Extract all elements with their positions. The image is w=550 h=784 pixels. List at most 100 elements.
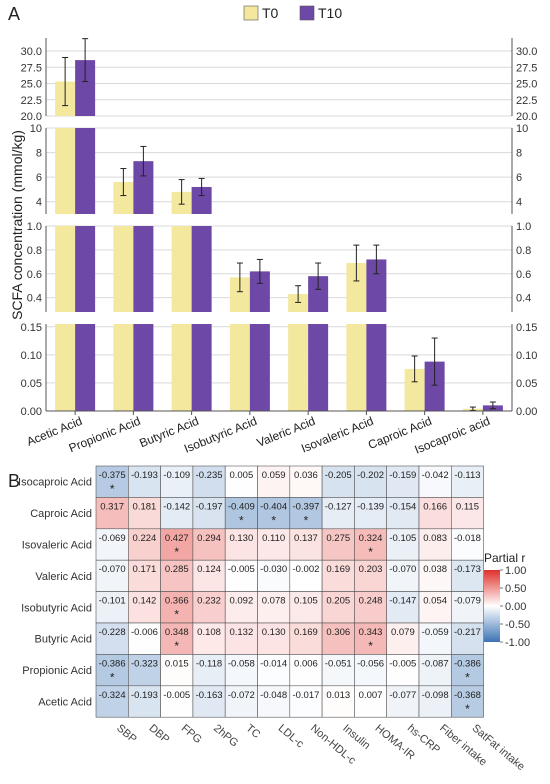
- cell-value-label: 0.005: [229, 470, 253, 481]
- colorbar-tick-label: -1.00: [505, 637, 530, 649]
- heatmap-cell: [257, 559, 291, 592]
- y-tick-label-right: 20.0: [516, 111, 537, 123]
- cell-value-label: 0.110: [262, 533, 285, 544]
- cell-value-label: 0.169: [326, 564, 350, 575]
- heatmap-cell: [450, 654, 484, 687]
- panel-b-label: B: [8, 471, 20, 491]
- cell-value-label: 0.203: [359, 564, 383, 575]
- cell-value-label: 0.343: [359, 627, 383, 638]
- cell-value-label: 0.224: [133, 533, 157, 544]
- row-label: Valeric Acid: [35, 571, 92, 583]
- significance-marker: *: [368, 545, 373, 559]
- bar-t10: [75, 226, 96, 312]
- heatmap-cell: [192, 591, 226, 624]
- bar-t0: [55, 226, 76, 312]
- bar-t0: [229, 324, 250, 411]
- heatmap-cell: [289, 528, 323, 561]
- y-tick-label-right: 22.5: [516, 95, 537, 107]
- y-tick-label-right: 0.6: [516, 269, 531, 281]
- heatmap-cell: [160, 559, 194, 592]
- heatmap-cell: [289, 497, 323, 530]
- cell-value-label: -0.070: [389, 564, 416, 575]
- legend-label-t10: T10: [318, 5, 342, 21]
- heatmap-cell: [224, 685, 258, 718]
- heatmap-cell: [257, 497, 291, 530]
- cell-value-label: 0.124: [197, 564, 221, 575]
- cell-value-label: -0.098: [422, 690, 449, 701]
- significance-marker: *: [174, 608, 179, 622]
- y-tick-label: 1.0: [27, 221, 42, 233]
- cell-value-label: 0.092: [229, 596, 253, 607]
- column-label: LDL-c: [276, 722, 307, 750]
- y-tick-label: 20.0: [21, 111, 42, 123]
- cell-value-label: -0.163: [196, 690, 223, 701]
- bar-t0: [171, 324, 192, 411]
- y-tick-label-right: 0.4: [516, 293, 531, 305]
- cell-value-label: 0.083: [423, 533, 447, 544]
- heatmap-cell: [321, 654, 355, 687]
- heatmap-cell: [257, 465, 291, 498]
- bar-t10: [308, 276, 329, 312]
- y-tick-label-right: 10: [516, 123, 528, 135]
- cell-value-label: 0.171: [133, 564, 157, 575]
- y-tick-label: 0.15: [21, 322, 42, 334]
- cell-value-label: -0.042: [422, 470, 449, 481]
- cell-value-label: -0.048: [260, 690, 287, 701]
- heatmap-cell: [192, 685, 226, 718]
- cell-value-label: 0.275: [326, 533, 350, 544]
- y-tick-label: 25.0: [21, 79, 42, 91]
- cell-value-label: 0.181: [133, 501, 157, 512]
- cell-value-label: 0.285: [165, 564, 189, 575]
- cell-value-label: -0.030: [260, 564, 287, 575]
- colorbar: [484, 570, 500, 642]
- cell-value-label: -0.324: [99, 690, 126, 701]
- cell-value-label: -0.018: [454, 533, 481, 544]
- cell-value-label: 0.248: [359, 596, 383, 607]
- heatmap-cell: [95, 528, 129, 561]
- heatmap-cell: [354, 559, 387, 592]
- cell-value-label: -0.323: [131, 658, 158, 669]
- heatmap-cell: [128, 559, 161, 592]
- cell-value-label: -0.173: [454, 564, 481, 575]
- bar-t10: [75, 324, 96, 411]
- cell-value-label: 0.348: [165, 627, 189, 638]
- y-tick-label-right: 27.5: [516, 62, 537, 74]
- cell-value-label: -0.002: [292, 564, 319, 575]
- cell-value-label: 0.130: [229, 533, 253, 544]
- y-tick-label: 22.5: [21, 95, 42, 107]
- cell-value-label: -0.118: [196, 658, 222, 669]
- heatmap-cell: [257, 591, 291, 624]
- y-tick-label: 0.4: [27, 293, 42, 305]
- cell-value-label: -0.005: [163, 690, 190, 701]
- cell-value-label: 0.054: [423, 596, 447, 607]
- significance-marker: *: [110, 482, 115, 496]
- bar-t10: [191, 226, 212, 312]
- cell-value-label: -0.070: [99, 564, 126, 575]
- cell-value-label: 0.169: [294, 627, 318, 638]
- y-tick-label: 8: [36, 148, 42, 160]
- y-tick-label-right: 1.0: [516, 221, 531, 233]
- bar-t0: [113, 226, 134, 312]
- cell-value-label: -0.109: [163, 470, 190, 481]
- column-label: FPG: [179, 722, 204, 746]
- cell-value-label: -0.235: [196, 470, 223, 481]
- cell-value-label: 0.007: [359, 690, 383, 701]
- heatmap-cell: [192, 559, 226, 592]
- cell-value-label: 0.038: [423, 564, 447, 575]
- cell-value-label: -0.205: [325, 470, 352, 481]
- y-tick-label: 0.8: [27, 245, 42, 257]
- heatmap-cell: [386, 654, 420, 687]
- cell-value-label: -0.154: [389, 501, 416, 512]
- cell-value-label: -0.409: [228, 501, 255, 512]
- cell-value-label: 0.166: [423, 501, 447, 512]
- cell-value-label: -0.147: [389, 596, 416, 607]
- legend-swatch-t10: [299, 5, 315, 21]
- bar-t0: [229, 277, 250, 312]
- cell-value-label: 0.013: [326, 690, 350, 701]
- heatmap-cell: [354, 497, 387, 530]
- cell-value-label: 0.079: [391, 627, 415, 638]
- cell-value-label: -0.127: [325, 501, 352, 512]
- heatmap-cell: [450, 465, 484, 498]
- y-tick-label-right: 0.8: [516, 245, 531, 257]
